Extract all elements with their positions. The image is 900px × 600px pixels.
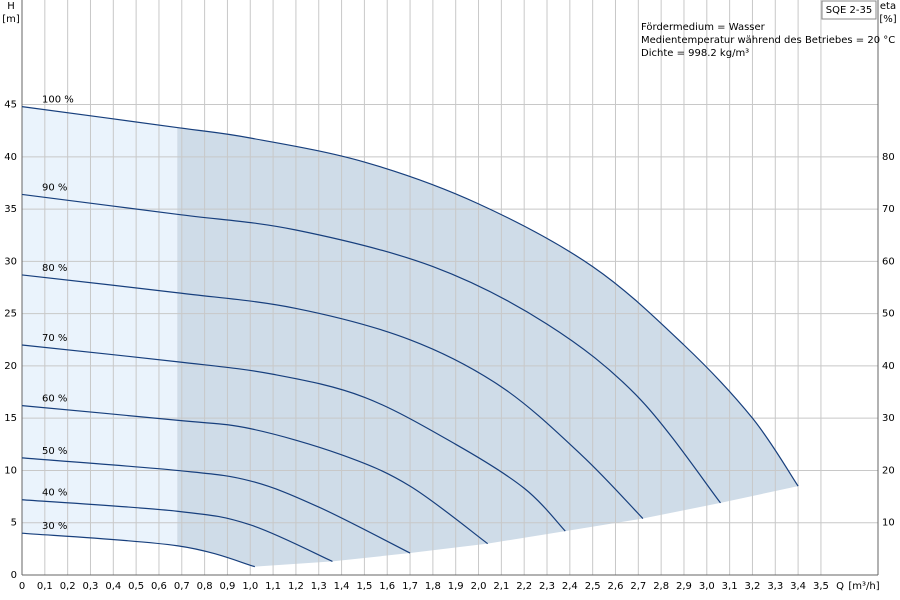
x-tick-label: 1,0 [242,581,258,592]
pump-curve [21,274,644,519]
x-tick-label: 0,4 [105,581,121,592]
pump-curve [21,532,255,568]
x-tick-label: 0,7 [174,581,190,592]
area-left [22,106,178,546]
x-axis-symbol: Q [836,581,844,592]
x-tick-label: 3,0 [699,581,715,592]
x-tick-label: 1,3 [311,581,327,592]
x-tick-label: 1,1 [265,581,281,592]
x-axis-unit: [m³/h] [848,581,879,592]
y-tick-label: 40 [4,152,17,163]
x-tick-label: 0 [19,581,25,592]
x-tick-label: 0,8 [197,581,213,592]
y2-tick-label: 70 [882,204,895,215]
y-tick-label: 20 [4,361,17,372]
y2-tick-label: 80 [882,152,895,163]
y-tick-label: 45 [4,100,17,111]
y-axis-unit: [m] [2,14,20,25]
y-tick-label: 10 [4,465,17,476]
x-tick-label: 3,2 [745,581,761,592]
curve-label: 90 % [42,182,67,193]
pump-curve [21,499,333,562]
x-tick-label: 2,6 [608,581,624,592]
y2-tick-label: 50 [882,309,895,320]
curve-label: 40 % [42,488,67,499]
x-tick-label: 0,3 [83,581,99,592]
x-tick-label: 2,2 [516,581,532,592]
note: Fördermedium = Wasser [641,22,766,33]
grid [21,0,879,576]
y2-axis-symbol: eta [880,1,896,12]
x-tick-label: 3,4 [790,581,806,592]
x-tick-label: 0,2 [60,581,76,592]
y-tick-label: 25 [4,309,17,320]
curve-label: 70 % [42,333,67,344]
curve-label: 30 % [42,521,67,532]
x-tick-label: 3,5 [813,581,829,592]
x-tick-label: 2,8 [653,581,669,592]
curve-label: 80 % [42,263,67,274]
y2-axis-unit: [%] [879,14,896,25]
y-tick-label: 35 [4,204,17,215]
y2-tick-label: 30 [882,413,895,424]
x-tick-label: 2,9 [676,581,692,592]
x-tick-label: 0,1 [37,581,53,592]
x-tick-label: 1,8 [425,581,441,592]
y-axis-symbol: H [7,1,15,12]
x-tick-label: 1,5 [356,581,372,592]
x-tick-label: 2,7 [630,581,646,592]
pump-curve [21,457,411,554]
y-tick-label: 15 [4,413,17,424]
pump-curve [21,106,799,487]
y2-tick-label: 40 [882,361,895,372]
x-tick-label: 2,1 [493,581,509,592]
y2-tick-label: 20 [882,465,895,476]
y-tick-label: 30 [4,256,17,267]
pump-curve [21,344,566,532]
curve-label: 100 % [42,95,74,106]
x-tick-label: 3,1 [722,581,738,592]
y2-tick-label: 60 [882,256,895,267]
x-tick-label: 1,7 [402,581,418,592]
y2-tick-label: 10 [882,518,895,529]
note: Dichte = 998.2 kg/m³ [641,48,749,59]
x-tick-label: 1,6 [379,581,395,592]
x-tick-label: 3,3 [767,581,783,592]
x-tick-label: 2,3 [539,581,555,592]
pump-curve [21,193,721,504]
y-tick-label: 0 [11,570,17,581]
x-tick-label: 0,6 [151,581,167,592]
x-tick-label: 1,9 [448,581,464,592]
x-tick-label: 1,4 [334,581,350,592]
curve-label: 60 % [42,394,67,405]
product-label: SQE 2-35 [826,5,872,16]
product-box [821,0,877,20]
x-tick-label: 2,4 [562,581,578,592]
x-tick-label: 0,9 [219,581,235,592]
x-tick-label: 0,5 [128,581,144,592]
note: Medientemperatur während des Betriebes =… [641,35,895,46]
pump-curve [21,405,489,545]
x-tick-label: 2,5 [585,581,601,592]
curves [21,106,799,568]
x-tick-label: 2,0 [471,581,487,592]
x-tick-label: 1,2 [288,581,304,592]
y-tick-label: 5 [11,518,17,529]
curve-label: 50 % [42,446,67,457]
